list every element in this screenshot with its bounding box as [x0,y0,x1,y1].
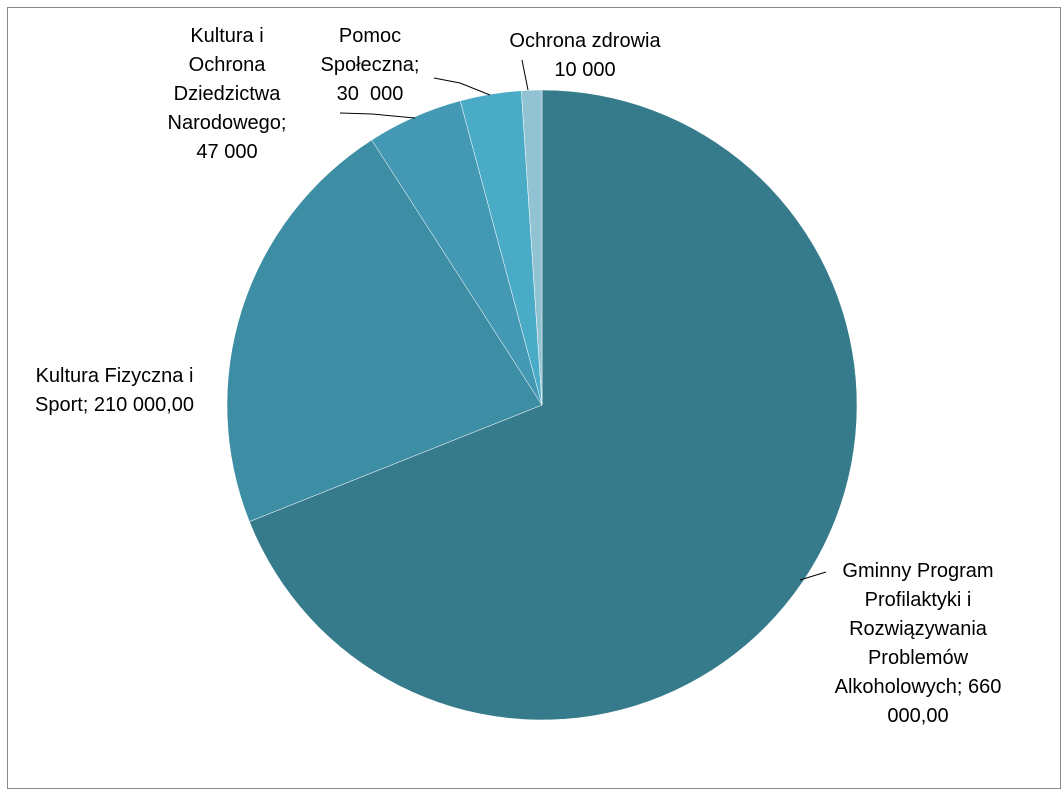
slice-value: 10 000 [554,59,616,81]
slice-name: Pomoc Społeczna; [320,25,420,76]
pie-slice [249,89,858,721]
pie-slice [521,89,543,406]
leader-line [799,571,827,581]
leader-line [521,59,529,91]
leader-line [433,77,491,96]
slice-name: Kultura i Ochrona Dziedzictwa Narodowego… [167,25,287,134]
data-label: Kultura Fizyczna i Sport; 210 000,00 [12,362,217,420]
leader-line [339,112,416,119]
pie-slice [226,139,543,522]
slice-name: Kultura Fizyczna i Sport; [34,365,199,416]
slice-name: Gminny Program Profilaktyki i Rozwiązywa… [834,560,1000,698]
slice-value: 47 000 [196,141,258,163]
slice-value: 210 000,00 [93,394,195,416]
slice-name: Ochrona zdrowia [509,30,661,52]
data-label: Gminny Program Profilaktyki i Rozwiązywa… [823,557,1013,731]
data-label: Kultura i Ochrona Dziedzictwa Narodowego… [163,22,291,167]
data-label: Pomoc Społeczna; 30 000 [315,22,425,109]
slice-value: 30 000 [336,83,404,105]
slice-value: 660 000,00 [887,676,1007,727]
data-label: Ochrona zdrowia 10 000 [505,27,665,85]
